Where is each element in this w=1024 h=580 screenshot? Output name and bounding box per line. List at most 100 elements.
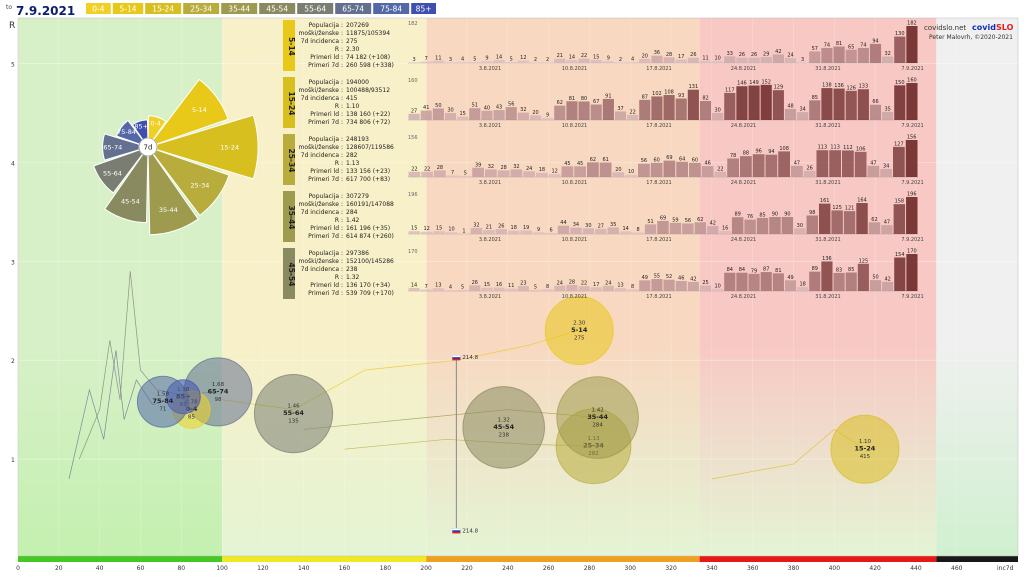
panel-date-label: 7.9.2021 [901,180,923,186]
panel-stat-colon: : [341,136,343,143]
panel-bar-value: 51 [472,103,478,109]
panel-stat-name: 7d incidenca [301,266,340,273]
panel-bar [773,90,784,120]
panel-bar-value: 152 [761,79,771,85]
x-tick-label: 40 [96,565,104,572]
panel-bar-value: 24 [787,53,793,59]
panel-bar-value: 10 [448,227,454,233]
panel-bar [893,147,905,177]
panel-group-label: 25-34 [287,149,296,173]
panel-bar-value: 14 [496,55,502,61]
panel-bar-value: 22 [629,109,635,115]
panel-bar-value: 76 [747,214,753,220]
legend-label: 85+ [416,5,432,14]
panel-stat-value: 128607/119586 [346,144,394,151]
zone-color-bar [222,556,426,562]
panel-bar [579,102,590,121]
panel-bar [834,47,845,63]
panel-date-label: 17.8.2021 [646,123,671,129]
panel-stat-name: 7d incidenca [301,95,340,102]
panel-bar [749,274,760,291]
panel-bar-value: 34 [573,222,579,228]
panel-date-label: 17.8.2021 [646,237,671,243]
panel-stat-colon: : [341,46,343,53]
panel-bar [817,150,829,177]
panel-bar [664,57,675,63]
panel-bar [639,59,650,63]
panel-bar-value: 69 [666,155,672,161]
panel-bar-value: 154 [895,252,905,258]
panel-bar-value: 28 [500,165,506,171]
x-tick-label: 440 [910,565,922,572]
y-tick-label: 5 [11,61,15,68]
panel-bar-value: 29 [763,52,769,58]
panel-bar-value: 24 [557,280,563,286]
panel-bar [700,101,711,120]
legend-label: 25-34 [190,5,212,14]
panel-bar [695,222,706,234]
panel-stat-value: 74 182 (+108) [346,54,390,61]
panel-bar-value: 164 [857,198,867,204]
panel-bar-value: 15 [436,226,442,232]
panel-bar-value: 14 [569,55,575,61]
panel-bar [485,169,497,177]
panel-bar-value: 108 [779,146,789,152]
x-tick-label: 200 [420,565,432,572]
panel-bar-value: 22 [581,281,587,287]
panel-bar [766,155,778,177]
panel-bar [587,162,599,177]
panel-bar-value: 59 [672,217,678,223]
bubble-incidence: 284 [592,423,603,429]
panel-date-label: 10.8.2021 [562,294,587,300]
panel-bar-value: 18 [539,167,545,173]
panel-bar-value: 5 [464,170,467,176]
panel-bar [880,169,892,177]
panel-date-label: 24.8.2021 [731,180,756,186]
panel-bar [715,172,727,177]
panel-stat-colon: : [341,95,343,102]
panel-bar-value: 7 [425,56,428,62]
panel-bar-value: 22 [581,53,587,59]
panel-stat-colon: : [341,87,343,94]
panel-stat-name: Primeri ld [310,225,339,232]
panel-bar-value: 32 [513,164,519,170]
panel-bar-value: 130 [895,31,905,37]
x-tick-label: 240 [502,565,514,572]
panel-bar-value: 9 [607,56,610,62]
panel-bar [785,280,796,291]
panel-bar-value: 32 [473,222,479,228]
rose-center-label: 7d [144,144,153,152]
rose-sector-label: 75-84 [117,128,136,136]
panel-stat-value: 415 [346,95,358,102]
panel-bar [688,282,699,291]
panel-stat-colon: : [341,119,343,126]
panel-stat-name: 7d incidenca [301,152,340,159]
panel-stat-name: Primeri ld [310,282,339,289]
panel-bar [702,166,714,177]
panel-stat-name: Primeri 7d [308,290,339,297]
panel-bar-value: 32 [488,164,494,170]
panel-date-label: 3.8.2021 [479,237,501,243]
panel-date-label: 31.8.2021 [815,237,840,243]
panel-bar [483,230,494,234]
panel-bar [471,228,482,234]
panel-stat-name: moški/ženske [298,30,339,37]
panel-bar-value: 42 [775,49,781,55]
panel-bar-value: 129 [774,85,784,91]
panel-bar [809,100,820,120]
zone-color-bar [18,556,222,562]
panel-stat-colon: : [341,217,343,224]
panel-bar [724,56,735,63]
panel-bar-value: 9 [537,227,540,233]
panel-bar-value: 34 [883,163,889,169]
panel-bar [536,173,548,177]
panel-bar [670,223,681,234]
panel-bar [870,105,881,120]
panel-bar-value: 85 [848,267,854,273]
panel-bar [736,58,747,63]
panel-bar-value: 88 [743,151,749,157]
panel-bar-value: 91 [605,93,611,99]
panel-bar-value: 30 [797,223,803,229]
panel-bar [676,281,687,291]
panel-bar-value: 8 [631,284,634,290]
